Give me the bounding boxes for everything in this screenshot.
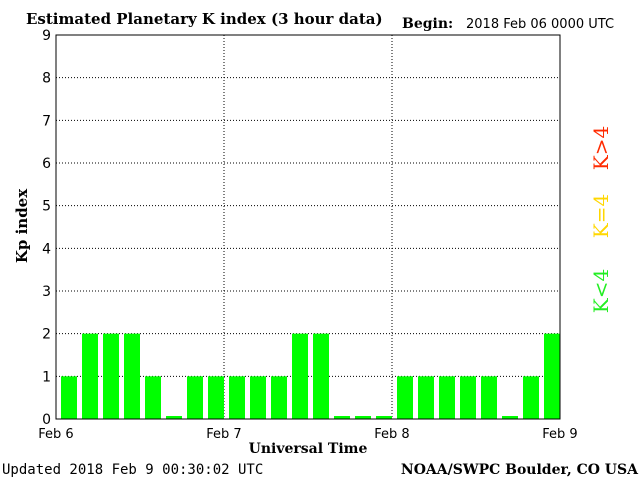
x-tick-label: Feb 7: [206, 427, 241, 442]
kp-bar: [271, 376, 287, 419]
kp-bar: [397, 376, 413, 419]
kp-bar: [208, 376, 224, 419]
begin-label: Begin:: [402, 16, 453, 32]
kp-bar: [418, 376, 434, 419]
y-tick-label: 6: [42, 156, 51, 172]
y-tick-label: 2: [42, 327, 51, 343]
kp-bar: [355, 416, 371, 419]
begin-value: 2018 Feb 06 0000 UTC: [466, 17, 614, 32]
legend-k-equals-4: K=4: [589, 194, 613, 238]
chart-title: Estimated Planetary K index (3 hour data…: [26, 10, 383, 28]
updated-timestamp: Updated 2018 Feb 9 00:30:02 UTC: [2, 462, 263, 478]
y-tick-label: 9: [42, 28, 51, 44]
source-credit: NOAA/SWPC Boulder, CO USA: [401, 462, 639, 478]
kp-bar: [250, 376, 266, 419]
kp-bar: [481, 376, 497, 419]
kp-bar: [292, 333, 308, 419]
kp-bar: [523, 376, 539, 419]
kp-bar: [61, 376, 77, 419]
y-tick-label: 0: [42, 412, 51, 428]
kp-bar: [313, 333, 329, 419]
y-axis-label: Kp index: [13, 188, 31, 263]
x-tick-label: Feb 8: [374, 427, 409, 442]
plot-frame: [55, 34, 561, 420]
kp-bar: [460, 376, 476, 419]
x-tick-label: Feb 9: [542, 427, 577, 442]
bars-group: [61, 333, 560, 419]
legend-k-less-4: K<4: [589, 269, 613, 313]
y-tick-label: 8: [42, 71, 51, 87]
x-axis-label: Universal Time: [249, 441, 368, 457]
kp-bar: [229, 376, 245, 419]
x-tick-labels: Feb 6 Feb 7 Feb 8 Feb 9: [38, 427, 577, 442]
kp-bar: [334, 416, 350, 419]
kp-bar: [124, 333, 140, 419]
y-tick-label: 7: [42, 113, 51, 129]
kp-bar: [82, 333, 98, 419]
legend-k-greater-4: K>4: [589, 126, 613, 170]
kp-bar: [544, 333, 560, 419]
kp-bar: [376, 416, 392, 419]
kp-bar: [103, 333, 119, 419]
y-tick-label: 3: [42, 284, 51, 300]
kp-bar: [187, 376, 203, 419]
y-tick-label: 4: [42, 241, 51, 257]
y-tick-labels: 0 1 2 3 4 5 6 7 8 9: [42, 28, 51, 428]
x-tick-label: Feb 6: [38, 427, 73, 442]
kp-bar: [166, 416, 182, 419]
kp-bar: [502, 416, 518, 419]
y-tick-label: 5: [42, 199, 51, 215]
kp-bar: [439, 376, 455, 419]
kp-bar: [145, 376, 161, 419]
y-tick-label: 1: [42, 369, 51, 385]
